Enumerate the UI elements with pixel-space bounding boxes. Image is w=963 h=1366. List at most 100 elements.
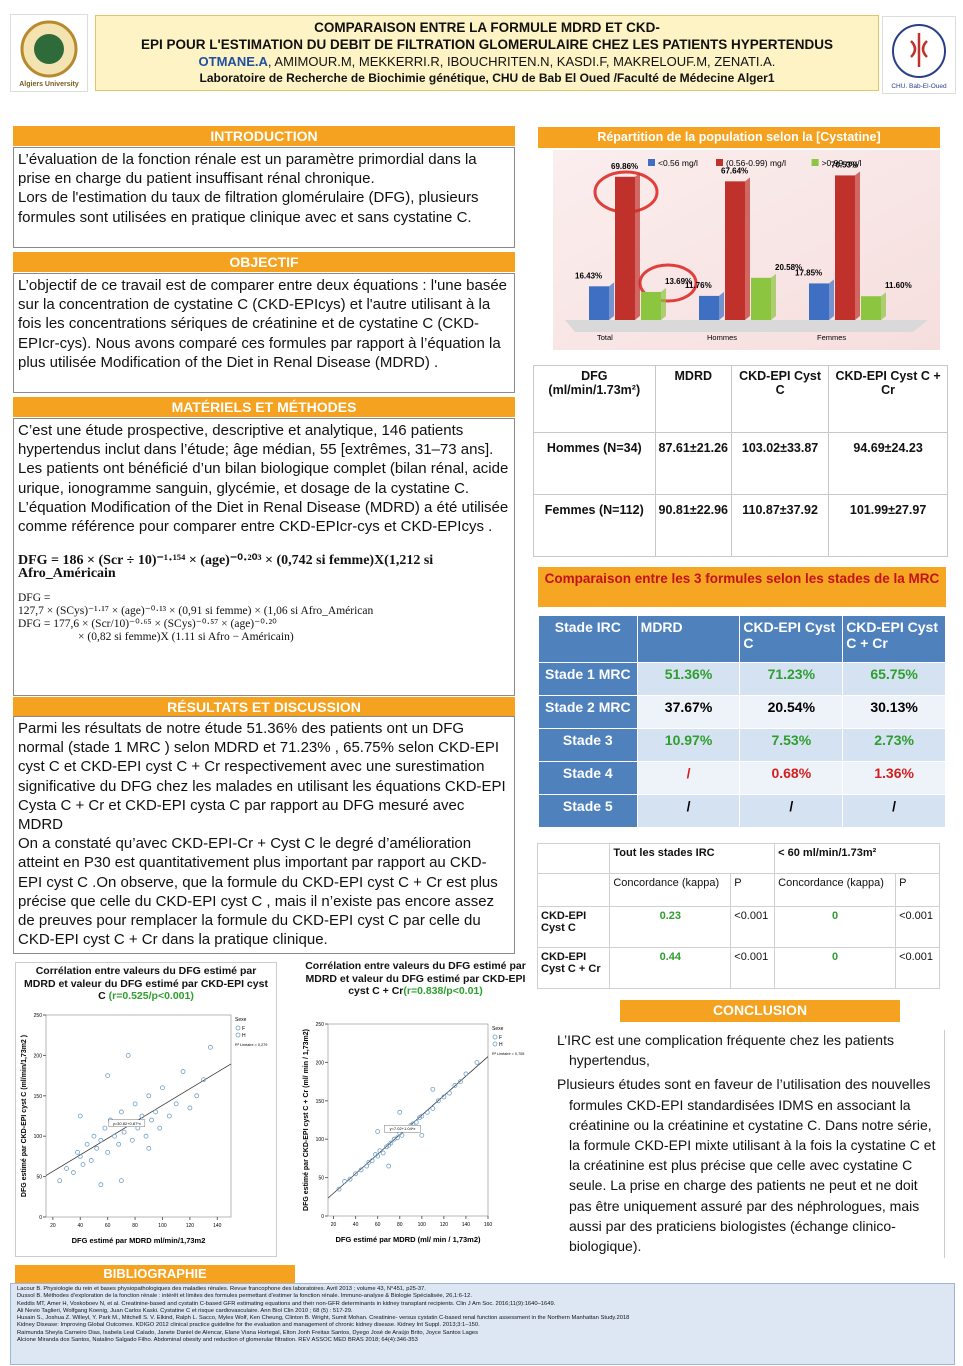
point <box>208 1044 213 1050</box>
point <box>98 1137 104 1143</box>
y-tick-label: 50 <box>318 1176 324 1182</box>
point <box>463 1071 469 1077</box>
x-tick-label: 40 <box>77 1223 83 1229</box>
point <box>173 1101 179 1107</box>
fit-label: R² Linéaire = 0,705 <box>492 1052 524 1056</box>
methods-box: C’est une étude prospective, descriptive… <box>13 418 515 696</box>
point <box>112 1133 117 1139</box>
x-tick-label: 140 <box>462 1222 471 1228</box>
scatter-panel: Corrélation entre valeurs du DFG estimé … <box>298 958 533 1257</box>
bullet: L’IRC est une complication fréquente che… <box>557 1032 894 1069</box>
legend-label: <0.56 mg/l <box>658 158 698 168</box>
point <box>375 1153 381 1159</box>
point <box>441 1094 447 1100</box>
formula: DFG = 177,6 × (Scr/10)⁻⁰·⁶⁵ × (SCys)⁻⁰·⁵… <box>18 618 277 631</box>
legend-label: F <box>242 1026 245 1032</box>
data-label: 70.53% <box>831 160 858 169</box>
equation-box <box>108 1119 146 1127</box>
affiliation: Laboratoire de Recherche de Biochimie gé… <box>199 71 775 85</box>
stage-table-wrap: Stade IRC MDRD CKD-EPI Cyst C CKD-EPI Cyst … <box>538 615 946 828</box>
section-heading: RÉSULTATS ET DISCUSSION <box>13 697 515 716</box>
cell: Stade 1 MRC <box>538 662 638 696</box>
y-tick-label: 100 <box>34 1134 43 1140</box>
point <box>102 1125 108 1131</box>
bar <box>615 176 635 320</box>
legend-label: F <box>499 1035 502 1041</box>
legend-swatch <box>811 159 819 166</box>
header-row: Stade IRC MDRD CKD-EPI Cyst C CKD-EPI Cyst … <box>538 615 946 663</box>
empty-cell <box>536 873 611 907</box>
formula: DFG = <box>18 592 51 605</box>
point <box>84 1141 90 1147</box>
header-cell: CKD-EPI Cyst C + Cr <box>828 365 948 433</box>
paragraph: Parmi les résultats de notre étude 51.36… <box>18 720 506 834</box>
point <box>430 1086 436 1092</box>
cell: 110.87±37.92 <box>730 494 830 557</box>
header: COMPARAISON ENTRE LA FORMULE MDRD ET CKD… <box>95 15 879 91</box>
section-heading: OBJECTIF <box>13 252 515 272</box>
point <box>187 1105 193 1111</box>
cell: <0.001 <box>895 906 940 948</box>
point <box>146 1145 152 1151</box>
bibliography-box: Lacour B. Physiologie du rein et bases p… <box>10 1283 955 1365</box>
cell: Stade 5 <box>538 794 638 828</box>
point <box>435 1098 441 1104</box>
chart-floor <box>565 320 928 332</box>
methods-text: C’est une étude prospective, descriptive… <box>18 421 510 536</box>
x-tick-label: 100 <box>418 1222 427 1228</box>
results-box: Parmi les résultats de notre étude 51.36… <box>13 716 515 954</box>
logo-left-text: Algiers University <box>19 81 79 88</box>
point <box>143 1133 149 1139</box>
point <box>166 1113 172 1119</box>
y-tick-label: 150 <box>316 1099 325 1105</box>
cell: 2.73% <box>842 728 946 762</box>
point <box>116 1141 122 1147</box>
introduction-box: L’évaluation de la fonction rénale est u… <box>13 147 515 248</box>
row: Stade 4/0.68% 1.36% <box>538 761 946 795</box>
header-cell: Stade IRC <box>538 615 638 663</box>
scatter-highlight: (r=0.525/p<0.001) <box>108 990 194 1002</box>
row: CKD-EPI Cyst C 0.23 <0.001 0 <0.001 <box>536 906 940 948</box>
paragraph: Lors de l'estimation du taux de filtrati… <box>18 189 479 226</box>
cell: <0.001 <box>895 947 940 989</box>
point <box>446 1090 452 1096</box>
bar-side <box>609 282 614 320</box>
point <box>419 1113 425 1119</box>
point <box>397 1109 403 1115</box>
bar <box>589 286 609 320</box>
cell: 7.53% <box>739 728 844 762</box>
section-heading: BIBLIOGRAPHIE <box>15 1265 295 1283</box>
cell: 0.68% <box>739 761 844 795</box>
cell: 0.23 <box>609 906 732 948</box>
cell: Stade 4 <box>538 761 638 795</box>
row: Stade 2 MRC 37.67% 20.54% 30.13% <box>538 695 946 729</box>
header-cell: MDRD <box>654 365 732 433</box>
legend-label: H <box>242 1033 246 1039</box>
scatter-title-text: Corrélation entre valeurs du DFG estimé … <box>24 965 268 1002</box>
point <box>364 1163 370 1169</box>
section-heading: MATÉRIELS ET MÉTHODES <box>13 397 515 417</box>
paragraph: L’objectif de ce travail est de comparer… <box>18 277 508 371</box>
bar-side <box>745 177 750 320</box>
point <box>153 1109 159 1115</box>
x-tick-label: 80 <box>132 1223 138 1229</box>
point <box>342 1179 347 1184</box>
y-tick-label: 200 <box>34 1053 43 1059</box>
point <box>105 1073 111 1078</box>
cell: 94.69±24.23 <box>828 432 948 495</box>
cell: Hommes (N=34) <box>533 432 656 495</box>
formulas: DFG = 186 × (Scr ÷ 10)⁻¹·¹⁵⁴ × (age)⁻⁰·²… <box>18 554 510 644</box>
bar <box>699 295 719 320</box>
data-label: 13.69% <box>665 277 692 286</box>
point <box>358 1167 364 1173</box>
distribution-chart: <0.56 mg/l (0.56-0.99) mg/l >0.99 mg/l Tota… <box>553 150 940 350</box>
logo-right: CHU. Bab-El-Oued <box>891 24 947 90</box>
point <box>399 1132 405 1138</box>
y-tick-label: 150 <box>34 1094 43 1100</box>
legend-marker <box>492 1034 498 1040</box>
reference: Alcione Miranda dos Santos, Natalino Sal… <box>17 1337 418 1344</box>
formula: DFG = 186 × (Scr ÷ 10)⁻¹·¹⁵⁴ × (age)⁻⁰·²… <box>18 553 434 582</box>
y-axis-label: DFG estimé par CKD-EPI cyst C (ml/min/1,… <box>21 1035 28 1197</box>
paragraph: C’est une étude prospective, descriptive… <box>18 422 509 497</box>
